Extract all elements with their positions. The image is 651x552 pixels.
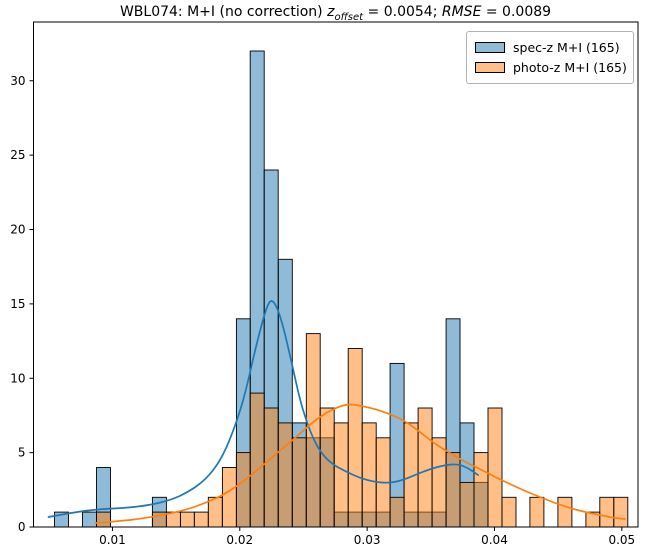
photo-z-bar — [431, 437, 447, 528]
title-prefix: WBL074: M+I (no correction) — [119, 4, 328, 20]
photo-z-swatch-icon — [475, 61, 505, 73]
x-tick-label: 0.04 — [481, 533, 508, 547]
x-tick-label: 0.05 — [608, 533, 635, 547]
title-z-subscript: offset — [334, 11, 364, 23]
spec-z-bar — [82, 511, 97, 528]
photo-z-bar — [319, 407, 335, 528]
legend-entry-photo-z: photo-z M+I (165) — [475, 57, 627, 77]
axes-spines — [33, 21, 639, 528]
legend-label-photo-z: photo-z M+I (165) — [513, 59, 627, 75]
photo-z-bar — [389, 496, 405, 528]
photo-z-bar — [180, 511, 195, 528]
y-tick-label: 20 — [10, 223, 25, 237]
spec-z-swatch-icon — [475, 41, 505, 53]
y-tick-label: 30 — [10, 74, 25, 88]
photo-z-bar — [459, 481, 475, 528]
photo-z-bar — [305, 333, 321, 528]
photo-z-bar — [613, 496, 629, 528]
photo-z-bar — [207, 496, 223, 528]
photo-z-bar — [249, 392, 265, 528]
legend: spec-z M+I (165) photo-z M+I (165) — [466, 31, 634, 84]
photo-z-bar — [235, 452, 251, 528]
photo-z-bar — [96, 511, 111, 528]
title-z-value: = 0.0054; — [363, 4, 442, 20]
x-tick-label: 0.02 — [226, 533, 253, 547]
title-rmse-var: RMSE — [441, 4, 482, 20]
photo-z-bar — [277, 422, 293, 528]
photo-z-bar — [529, 496, 545, 528]
photo-z-kde-curve — [94, 403, 626, 524]
photo-z-bar — [487, 407, 503, 528]
photo-z-bar — [599, 496, 615, 528]
photo-z-bar — [347, 348, 363, 528]
y-tick-label: 0 — [18, 520, 26, 534]
plot-title: WBL074: M+I (no correction) zoffset = 0.… — [0, 4, 651, 23]
photo-z-bar — [291, 437, 307, 528]
photo-z-bar — [417, 407, 433, 528]
title-rmse-value: = 0.0089 — [481, 4, 552, 20]
y-tick-label: 10 — [10, 371, 25, 385]
photo-z-bar — [473, 452, 489, 528]
photo-z-bar — [501, 496, 517, 528]
title-z-var: z — [327, 4, 335, 20]
photo-z-bar — [193, 511, 209, 528]
photo-z-bar — [361, 422, 377, 528]
y-tick-label: 25 — [10, 148, 25, 162]
y-tick-label: 15 — [10, 297, 25, 311]
photo-z-bar — [221, 467, 237, 528]
photo-z-bar — [263, 407, 279, 528]
spec-z-kde-curve — [47, 300, 479, 518]
legend-label-spec-z: spec-z M+I (165) — [513, 39, 620, 55]
photo-z-bar — [557, 496, 573, 528]
x-tick-label: 0.03 — [354, 533, 381, 547]
photo-z-bar — [333, 422, 349, 528]
x-tick-label: 0.01 — [99, 533, 126, 547]
y-tick-label: 5 — [18, 446, 26, 460]
legend-entry-spec-z: spec-z M+I (165) — [475, 37, 625, 57]
